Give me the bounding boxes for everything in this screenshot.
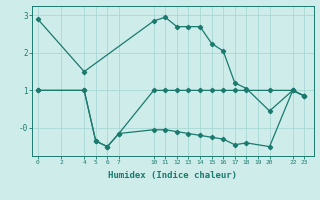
X-axis label: Humidex (Indice chaleur): Humidex (Indice chaleur) bbox=[108, 171, 237, 180]
